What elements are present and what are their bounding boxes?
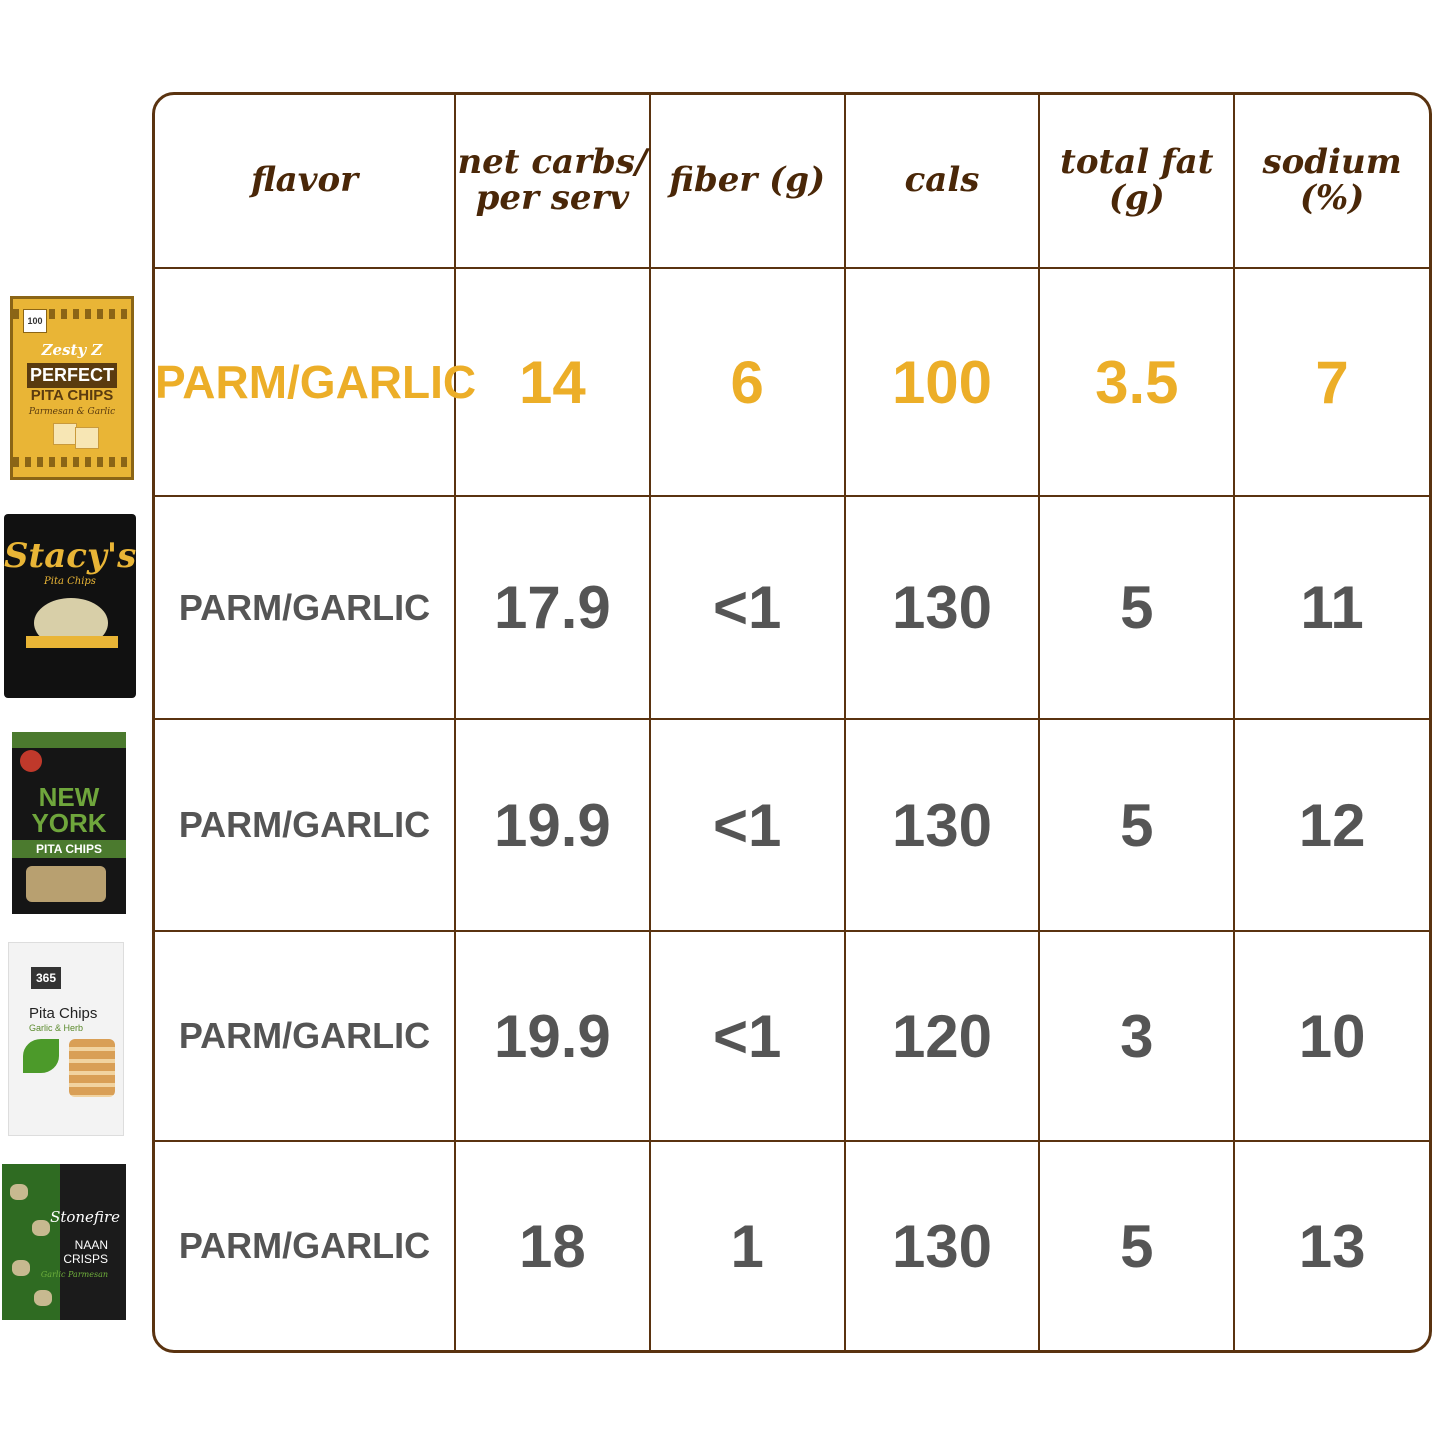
cell-fiber: <1 [648, 495, 846, 720]
stonefire-naan-crisps-bag-icon: Stonefire NAAN CRISPS Garlic Parmesan [2, 1164, 126, 1320]
cell-flavor: PARM/GARLIC [155, 1140, 456, 1350]
chip-shape [75, 427, 99, 449]
crisp-shape [34, 1290, 52, 1306]
cell-fiber: <1 [648, 930, 846, 1142]
header-flavor: flavor [155, 95, 456, 269]
table-row: PARM/GARLIC 14 6 100 3.5 7 [155, 267, 1429, 497]
cell-cals: 130 [843, 718, 1041, 932]
cell-sodium: 11 [1233, 495, 1429, 720]
cell-flavor: PARM/GARLIC [155, 930, 456, 1142]
cell-total-fat: 3.5 [1038, 267, 1236, 497]
header-net-carbs: net carbs/ per serv [454, 95, 651, 269]
cell-net-carbs: 19.9 [454, 718, 651, 932]
bag-subtitle-text: PITA CHIPS [30, 387, 114, 404]
cell-sodium: 13 [1233, 1140, 1429, 1350]
bag-brand-text: YORK [31, 808, 107, 838]
cell-flavor: PARM/GARLIC [155, 718, 456, 932]
header-row: flavor net carbs/ per serv fiber (g) cal… [155, 95, 1429, 269]
bag-ribbon [26, 636, 118, 648]
cell-fiber: <1 [648, 718, 846, 932]
cell-sodium: 12 [1233, 718, 1429, 932]
cell-fiber: 6 [648, 267, 846, 497]
cell-sodium: 7 [1233, 267, 1429, 497]
bag-title-text: CRISPS [63, 1252, 108, 1266]
header-fiber: fiber (g) [648, 95, 846, 269]
cell-total-fat: 5 [1038, 495, 1236, 720]
bag-title-text: Pita Chips [29, 1005, 98, 1022]
cell-total-fat: 5 [1038, 1140, 1236, 1350]
bag-flavor-text: Garlic & Herb [29, 1023, 84, 1033]
calorie-badge: 100 [23, 309, 47, 333]
crisp-shape [12, 1260, 30, 1276]
bag-brand-text: Stonefire [50, 1208, 120, 1226]
chip-stack-shape [69, 1039, 115, 1097]
bag-flavor-text: Garlic Parmesan [40, 1270, 108, 1279]
table-row: PARM/GARLIC 18 1 130 5 13 [155, 1140, 1429, 1350]
header-sodium: sodium (%) [1233, 95, 1429, 269]
bag-title-text: PITA CHIPS [12, 840, 126, 858]
nutrition-table: flavor net carbs/ per serv fiber (g) cal… [152, 92, 1432, 1353]
crisp-shape [10, 1184, 28, 1200]
bag-brand-text: Stacy's [4, 536, 136, 576]
bag-flavor-text: Parmesan & Garlic [28, 407, 116, 417]
table-row: PARM/GARLIC 19.9 <1 120 3 10 [155, 930, 1429, 1142]
cell-cals: 130 [843, 1140, 1041, 1350]
cell-flavor: PARM/GARLIC [155, 495, 456, 720]
crisp-shape [32, 1220, 50, 1236]
zesty-z-pita-chips-bag-icon: 100 Zesty Z PERFECT PITA CHIPS Parmesan … [10, 296, 134, 480]
bag-title-text: NAAN [74, 1238, 108, 1252]
cell-total-fat: 3 [1038, 930, 1236, 1142]
bag-brand-text: Zesty Z [41, 341, 103, 359]
cell-net-carbs: 17.9 [454, 495, 651, 720]
cell-fiber: 1 [648, 1140, 846, 1350]
cell-net-carbs: 18 [454, 1140, 651, 1350]
header-total-fat: total fat (g) [1038, 95, 1236, 269]
bag-pattern-band [13, 309, 131, 319]
cell-cals: 130 [843, 495, 1041, 720]
cell-flavor: PARM/GARLIC [155, 267, 476, 497]
table-row: PARM/GARLIC 17.9 <1 130 5 11 [155, 495, 1429, 720]
bag-title-text: PERFECT [27, 363, 117, 388]
365-pita-chips-bag-icon: 365 Pita Chips Garlic & Herb [8, 942, 124, 1136]
cell-cals: 100 [843, 267, 1041, 497]
herb-leaf-shape [23, 1039, 59, 1073]
bag-brand-text: NEW [38, 782, 100, 812]
header-cals: cals [843, 95, 1041, 269]
cell-total-fat: 5 [1038, 718, 1236, 932]
chip-shape [53, 423, 77, 445]
cell-cals: 120 [843, 930, 1041, 1142]
new-york-style-pita-chips-bag-icon: NEW YORK PITA CHIPS [12, 732, 126, 914]
bag-pattern-band [13, 457, 131, 467]
seal-shape [20, 750, 42, 772]
cell-net-carbs: 14 [454, 267, 651, 497]
food-shape [26, 866, 106, 902]
table-row: PARM/GARLIC 19.9 <1 130 5 12 [155, 718, 1429, 932]
stacys-pita-chips-bag-icon: Stacy's Pita Chips [4, 514, 136, 698]
cell-net-carbs: 19.9 [454, 930, 651, 1142]
bag-subtitle-text: Pita Chips [44, 576, 96, 587]
cell-sodium: 10 [1233, 930, 1429, 1142]
brand-logo: 365 [31, 967, 61, 989]
